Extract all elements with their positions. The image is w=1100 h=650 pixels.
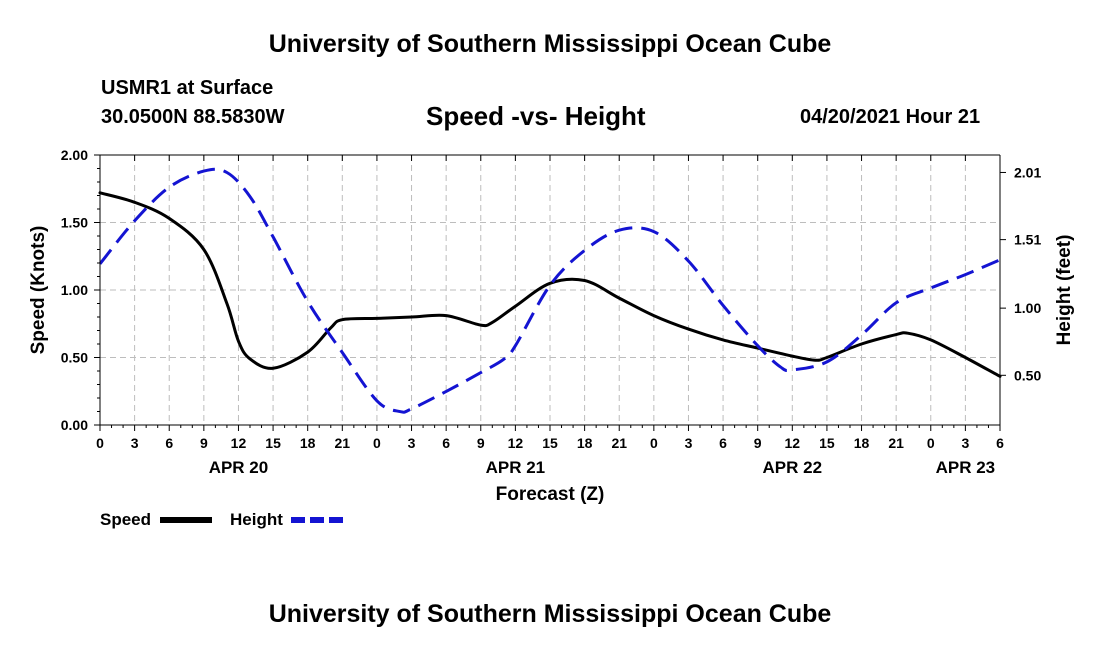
x-tick-label: 6 bbox=[719, 435, 727, 451]
x-tick-label: 3 bbox=[131, 435, 139, 451]
x-tick-label: 0 bbox=[650, 435, 658, 451]
y-right-tick-label: 1.00 bbox=[1014, 300, 1041, 316]
y-left-tick-label: 1.50 bbox=[61, 215, 88, 231]
x-tick-label: 21 bbox=[611, 435, 627, 451]
x-tick-label: 9 bbox=[200, 435, 208, 451]
x-tick-label: 0 bbox=[96, 435, 104, 451]
day-label: APR 21 bbox=[486, 458, 546, 477]
x-tick-label: 21 bbox=[888, 435, 904, 451]
x-tick-label: 12 bbox=[785, 435, 801, 451]
day-label: APR 23 bbox=[936, 458, 996, 477]
y-right-tick-label: 2.01 bbox=[1014, 164, 1041, 180]
x-tick-label: 15 bbox=[819, 435, 835, 451]
x-tick-label: 15 bbox=[265, 435, 281, 451]
series-layer bbox=[98, 167, 1002, 414]
x-tick-label: 3 bbox=[961, 435, 969, 451]
page-title: University of Southern Mississippi Ocean… bbox=[268, 30, 832, 58]
x-tick-label: 6 bbox=[165, 435, 173, 451]
y-left-tick-label: 0.00 bbox=[61, 417, 88, 433]
grid bbox=[100, 155, 1000, 425]
x-tick-label: 0 bbox=[927, 435, 935, 451]
y-left-tick-label: 0.50 bbox=[61, 350, 88, 366]
y-left-tick-label: 1.00 bbox=[61, 282, 88, 298]
x-tick-label: 18 bbox=[300, 435, 316, 451]
axes: 0 3 6 9 12 15 18 21 0 3 6 9 12 15 18 21 0 3 6 9 12 15 18 21 0 3 6A… bbox=[28, 147, 1075, 505]
x-tick-label: 6 bbox=[442, 435, 450, 451]
legend-label-height: Height bbox=[230, 510, 283, 529]
x-tick-label: 15 bbox=[542, 435, 558, 451]
y-right-tick-label: 0.50 bbox=[1014, 367, 1041, 383]
x-tick-label: 21 bbox=[335, 435, 351, 451]
series-line-height bbox=[98, 167, 1001, 414]
x-tick-label: 6 bbox=[996, 435, 1004, 451]
x-axis-title: Forecast (Z) bbox=[496, 484, 605, 505]
coordinates-label: 30.0500N 88.5830W bbox=[101, 106, 285, 128]
x-tick-label: 18 bbox=[854, 435, 870, 451]
footer-title: University of Southern Mississippi Ocean… bbox=[268, 600, 832, 628]
x-tick-label: 9 bbox=[477, 435, 485, 451]
y-right-tick-label: 1.51 bbox=[1014, 232, 1041, 248]
legend: Speed Height bbox=[100, 510, 343, 529]
x-tick-label: 3 bbox=[408, 435, 416, 451]
day-label: APR 20 bbox=[209, 458, 269, 477]
x-tick-label: 9 bbox=[754, 435, 762, 451]
day-label: APR 22 bbox=[763, 458, 823, 477]
x-tick-label: 12 bbox=[508, 435, 524, 451]
x-tick-label: 12 bbox=[231, 435, 247, 451]
forecast-datetime: 04/20/2021 Hour 21 bbox=[800, 106, 981, 128]
y-left-tick-label: 2.00 bbox=[61, 147, 88, 163]
chart-title: Speed -vs- Height bbox=[426, 101, 646, 131]
series-line-speed bbox=[98, 191, 1002, 378]
y-right-axis-title: Height (feet) bbox=[1054, 235, 1075, 346]
legend-label-speed: Speed bbox=[100, 510, 151, 529]
y-left-axis-title: Speed (Knots) bbox=[28, 226, 49, 355]
station-label: USMR1 at Surface bbox=[101, 77, 274, 99]
x-tick-label: 18 bbox=[577, 435, 593, 451]
x-tick-label: 3 bbox=[685, 435, 693, 451]
x-tick-label: 0 bbox=[373, 435, 381, 451]
